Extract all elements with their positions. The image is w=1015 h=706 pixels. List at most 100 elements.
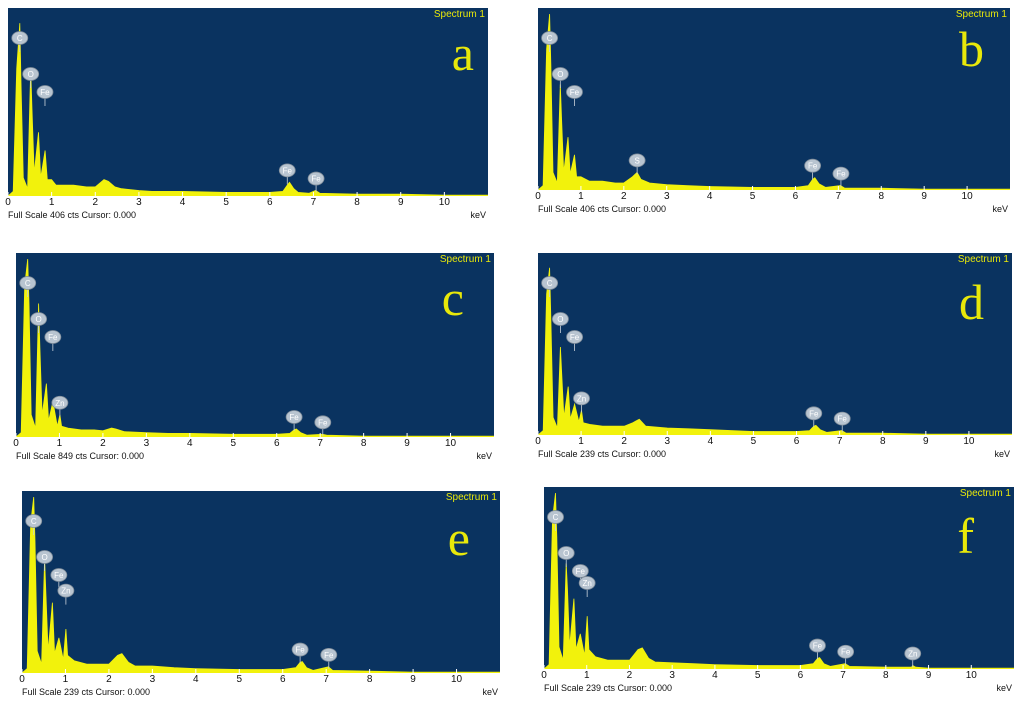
peak-marker-zn: Zn <box>573 391 590 413</box>
tick-6: 6 <box>273 438 280 449</box>
tick-0: 0 <box>535 436 541 447</box>
svg-text:Fe: Fe <box>570 88 580 97</box>
svg-text:O: O <box>557 70 563 79</box>
tick-10: 10 <box>963 436 975 447</box>
tick-4: 4 <box>187 438 193 449</box>
svg-text:Fe: Fe <box>289 413 299 422</box>
full-scale-readout: Full Scale 239 cts Cursor: 0.000 <box>538 449 667 459</box>
panel-letter: f <box>957 508 974 564</box>
tick-3: 3 <box>136 197 142 208</box>
svg-text:Fe: Fe <box>808 162 818 171</box>
peak-marker-zn: Zn <box>57 583 75 605</box>
tick-9: 9 <box>925 670 932 681</box>
tick-8: 8 <box>879 436 886 447</box>
x-axis-ticks: 0 1 2 3 4 5 6 7 8 9 10 <box>535 436 1012 449</box>
x-axis-unit: keV <box>994 449 1010 459</box>
tick-5: 5 <box>230 438 237 449</box>
spectrum-area <box>8 23 488 196</box>
tick-1: 1 <box>578 436 584 447</box>
spectrum-svg: C O Fe Fe Fe <box>8 23 488 196</box>
tick-4: 4 <box>179 197 186 208</box>
peak-marker-zn: Zn <box>578 576 596 597</box>
tick-1: 1 <box>583 670 590 681</box>
peak-marker-zn: Zn <box>51 395 69 417</box>
spectrum-title: Spectrum 1 <box>433 9 485 20</box>
svg-text:C: C <box>17 34 23 43</box>
spectrum-svg: C O Fe S Fe Fe <box>538 13 1010 190</box>
peak-marker-o: O <box>557 546 575 567</box>
plot-area: C O Fe Zn Fe Fe Zn Spectrum 1 f <box>544 487 1014 669</box>
x-axis-unit: keV <box>482 687 498 697</box>
tick-5: 5 <box>754 670 761 681</box>
tick-9: 9 <box>410 674 416 685</box>
eds-panel-b: C O Fe S Fe Fe Spectrum 1 b 0 1 2 3 4 5 6 7 8… <box>535 8 1010 218</box>
svg-text:C: C <box>25 279 31 288</box>
peak-marker-fe: Fe <box>832 166 850 188</box>
peak-marker-o: O <box>552 312 569 333</box>
tick-3: 3 <box>143 438 150 449</box>
tick-2: 2 <box>106 674 112 685</box>
svg-text:Fe: Fe <box>318 418 328 427</box>
peak-marker-fe: Fe <box>837 644 855 666</box>
tick-6: 6 <box>793 436 800 447</box>
peak-marker-o: O <box>22 67 40 88</box>
peak-marker-s: S <box>628 153 646 175</box>
full-scale-readout: Full Scale 406 cts Cursor: 0.000 <box>8 210 137 220</box>
panel-letter: a <box>451 25 474 81</box>
spectrum-svg: C O Fe Zn Fe Fe <box>22 496 500 673</box>
peak-marker-fe: Fe <box>307 171 325 193</box>
svg-text:O: O <box>557 315 563 324</box>
tick-1: 1 <box>56 438 63 449</box>
tick-9: 9 <box>404 438 410 449</box>
svg-text:S: S <box>634 156 639 165</box>
spectrum-title: Spectrum 1 <box>959 488 1011 499</box>
spectrum-title: Spectrum 1 <box>955 9 1007 20</box>
spectrum-svg: C O Fe Zn Fe Fe <box>16 258 494 437</box>
tick-3: 3 <box>149 674 156 685</box>
svg-text:Fe: Fe <box>813 642 823 651</box>
svg-text:Fe: Fe <box>836 170 846 179</box>
svg-text:Fe: Fe <box>54 571 64 580</box>
svg-text:Zn: Zn <box>908 649 917 658</box>
x-axis-unit: keV <box>996 683 1012 693</box>
tick-2: 2 <box>621 191 627 202</box>
svg-text:C: C <box>553 513 559 522</box>
peak-marker-fe: Fe <box>804 158 822 180</box>
tick-1: 1 <box>578 191 584 202</box>
plot-area: C O Fe Zn Fe Fe Spectrum 1 c <box>16 253 494 437</box>
peak-marker-c: C <box>25 514 43 535</box>
tick-6: 6 <box>279 674 286 685</box>
tick-7: 7 <box>317 438 323 449</box>
tick-10: 10 <box>961 191 973 202</box>
panel-letter: b <box>959 21 984 77</box>
svg-text:C: C <box>31 517 37 526</box>
eds-panel-f: C O Fe Zn Fe Fe Zn Spectrum 1 f 0 1 2 3 4 5 6 … <box>541 487 1014 697</box>
spectrum-title: Spectrum 1 <box>439 254 491 265</box>
x-axis-ticks: 0 1 2 3 4 5 6 7 8 9 10 <box>13 438 494 451</box>
spectrum-area <box>16 258 494 437</box>
panel-letter: e <box>447 510 470 566</box>
x-axis-unit: keV <box>476 451 492 461</box>
svg-text:O: O <box>35 315 41 324</box>
tick-2: 2 <box>626 670 633 681</box>
tick-0: 0 <box>535 191 541 202</box>
tick-7: 7 <box>310 197 317 208</box>
full-scale-readout: Full Scale 849 cts Cursor: 0.000 <box>16 451 145 461</box>
svg-text:Fe: Fe <box>324 651 334 660</box>
full-scale-readout: Full Scale 239 cts Cursor: 0.000 <box>544 683 673 693</box>
tick-2: 2 <box>92 197 99 208</box>
peak-marker-fe: Fe <box>36 85 54 106</box>
svg-text:Zn: Zn <box>582 579 591 588</box>
svg-text:O: O <box>563 549 569 558</box>
svg-text:Fe: Fe <box>48 333 58 342</box>
tick-4: 4 <box>707 436 714 447</box>
tick-3: 3 <box>664 436 671 447</box>
tick-6: 6 <box>267 197 273 208</box>
svg-text:Fe: Fe <box>311 175 321 184</box>
tick-5: 5 <box>749 191 756 202</box>
spectrum-title: Spectrum 1 <box>957 254 1009 265</box>
tick-0: 0 <box>5 197 11 208</box>
tick-3: 3 <box>663 191 670 202</box>
tick-4: 4 <box>193 674 199 685</box>
tick-0: 0 <box>541 670 547 681</box>
